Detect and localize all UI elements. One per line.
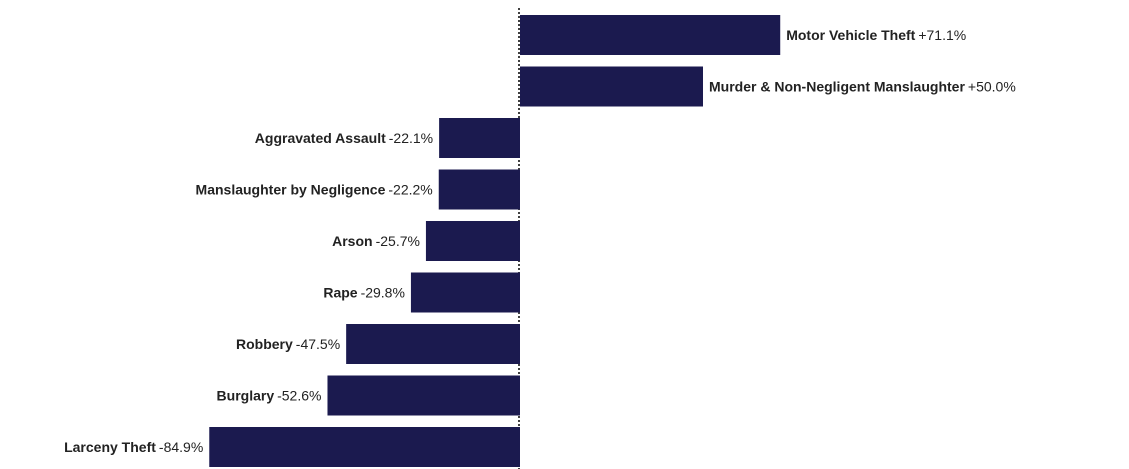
value-label: +50.0%: [968, 78, 1016, 94]
bar: [520, 66, 703, 107]
value-label: -29.8%: [361, 284, 405, 300]
value-label: -84.9%: [159, 439, 203, 455]
bar: [439, 118, 520, 158]
category-label: Burglary: [217, 387, 275, 403]
category-label: Rape: [323, 284, 357, 300]
bar: [346, 324, 520, 364]
value-label: -52.6%: [277, 387, 321, 403]
bar: [209, 427, 521, 467]
value-label: -25.7%: [376, 233, 420, 249]
bar-label: Aggravated Assault -22.1%: [255, 130, 433, 146]
category-label: Larceny Theft: [64, 439, 156, 455]
value-label: +71.1%: [918, 27, 966, 43]
bar: [327, 375, 520, 416]
category-label: Murder & Non-Negligent Manslaughter: [709, 78, 965, 94]
category-label: Arson: [332, 233, 372, 249]
value-label: -22.1%: [389, 130, 433, 146]
bar-label: Larceny Theft -84.9%: [64, 439, 203, 455]
bar-label: Manslaughter by Negligence -22.2%: [196, 181, 433, 197]
category-label: Robbery: [236, 336, 293, 352]
bar-label: Burglary -52.6%: [217, 387, 322, 403]
category-label: Motor Vehicle Theft: [786, 27, 915, 43]
bar: [438, 169, 520, 210]
bar: [410, 272, 520, 313]
bar-label: Murder & Non-Negligent Manslaughter +50.0…: [709, 78, 1016, 94]
bar-label: Robbery -47.5%: [236, 336, 340, 352]
category-label: Manslaughter by Negligence: [196, 181, 386, 197]
bar: [425, 221, 520, 261]
value-label: -47.5%: [296, 336, 340, 352]
bar-label: Motor Vehicle Theft +71.1%: [786, 27, 966, 43]
bar-label: Arson -25.7%: [332, 233, 420, 249]
value-label: -22.2%: [388, 181, 432, 197]
category-label: Aggravated Assault: [255, 130, 386, 146]
bar: [520, 15, 781, 55]
bar-label: Rape -29.8%: [323, 284, 405, 300]
